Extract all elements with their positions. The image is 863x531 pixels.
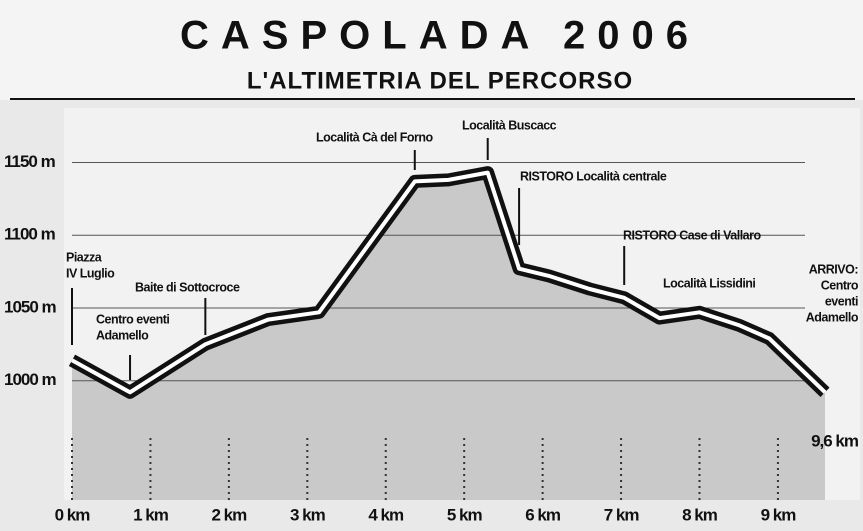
annotation-text: Piazza	[66, 250, 103, 264]
annotation-text: Adamello	[806, 310, 859, 324]
x-tick-label: 1 km	[133, 505, 169, 524]
header-background	[0, 0, 863, 100]
x-tick-label: 5 km	[447, 505, 483, 524]
y-tick-label: 1050 m	[4, 297, 57, 316]
y-tick-label: 1000 m	[4, 370, 57, 389]
x-tick-label: 9 km	[761, 505, 797, 524]
elevation-area	[72, 172, 825, 500]
x-tick-label: 8 km	[682, 505, 718, 524]
annotation-text: IV Luglio	[66, 266, 115, 280]
annotation-text: RISTORO Case di Vallaro	[623, 228, 761, 242]
chart-subtitle: L'ALTIMETRIA DEL PERCORSO	[247, 67, 633, 94]
annotation-text: RISTORO Località centrale	[520, 169, 667, 183]
annotation-text: Baite di Sottocroce	[135, 280, 240, 294]
x-tick-label: 6 km	[525, 505, 561, 524]
annotation-text: Centro eventi	[96, 312, 169, 326]
annotation-text: Località Buscacc	[462, 118, 557, 132]
x-tick-label: 0 km	[55, 505, 91, 524]
x-tick-label: 4 km	[368, 505, 404, 524]
annotation-text: eventi	[825, 294, 858, 308]
x-tick-label: 7 km	[604, 505, 640, 524]
annotation-text: ARRIVO:	[809, 262, 858, 276]
x-tick-label: 2 km	[212, 505, 248, 524]
x-tick-label: 3 km	[290, 505, 326, 524]
annotation-text: Località Cà del Forno	[316, 130, 433, 144]
elevation-line-inner	[71, 170, 827, 395]
annotation-text: Località Lissidini	[663, 276, 755, 290]
y-tick-label: 1100 m	[4, 225, 56, 244]
annotation-text: Centro	[821, 278, 859, 292]
annotation-text: 9,6 km	[811, 431, 859, 450]
y-tick-label: 1150 m	[4, 152, 56, 171]
chart-title: CASPOLADA 2006	[180, 14, 700, 58]
annotation-text: Adamello	[96, 328, 149, 342]
